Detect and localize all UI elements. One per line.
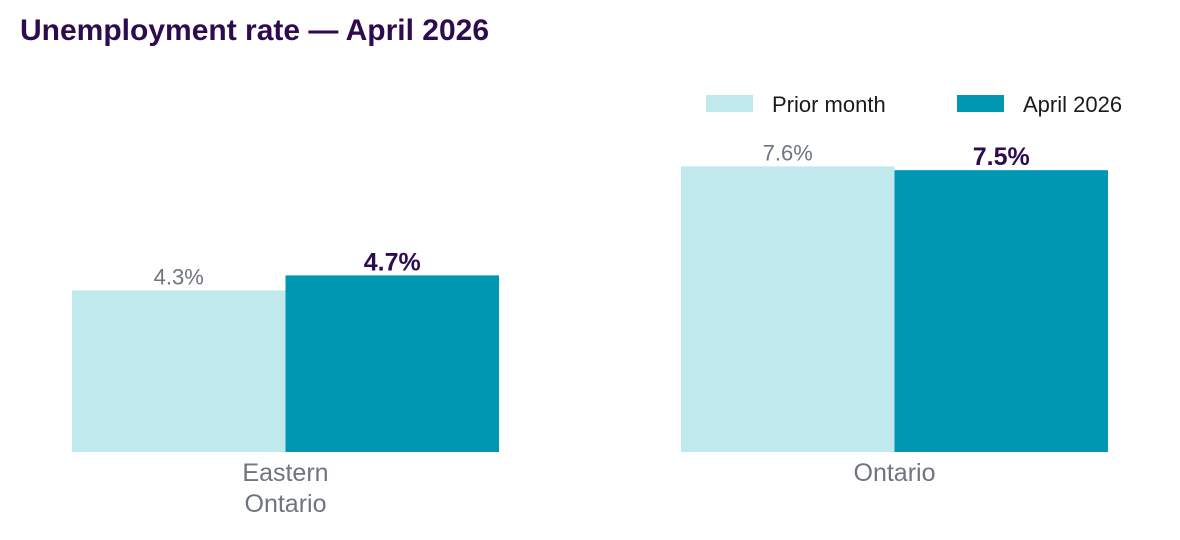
legend-swatch-april-2026	[957, 95, 1004, 112]
value-label-eastern-ontario-april-2026: 4.7%	[364, 248, 421, 276]
bars-layer	[72, 166, 1108, 452]
bar-eastern-ontario-april-2026	[285, 275, 499, 452]
value-label-eastern-ontario-prior-month: 4.3%	[154, 264, 204, 289]
legend: Prior month April 2026	[706, 92, 1122, 117]
chart-title: Unemployment rate — April 2026	[20, 14, 490, 47]
legend-label-prior-month: Prior month	[772, 92, 886, 117]
value-label-ontario-april-2026: 7.5%	[973, 143, 1030, 171]
labels-layer: 4.3% 4.7% Eastern Ontario 7.6% 7.5% Ontario	[154, 140, 1030, 518]
category-label-line: Ontario	[854, 459, 936, 487]
legend-swatch-prior-month	[706, 95, 753, 112]
value-label-ontario-prior-month: 7.6%	[763, 140, 813, 165]
legend-label-april-2026: April 2026	[1023, 92, 1122, 117]
bar-ontario-april-2026	[894, 170, 1108, 452]
bar-eastern-ontario-prior-month	[72, 290, 286, 452]
category-label-line: Eastern	[242, 459, 328, 487]
category-label-line: Ontario	[245, 490, 327, 518]
category-label-eastern-ontario: Eastern Ontario	[242, 459, 328, 518]
bar-ontario-prior-month	[681, 166, 895, 452]
category-label-ontario: Ontario	[854, 459, 936, 487]
